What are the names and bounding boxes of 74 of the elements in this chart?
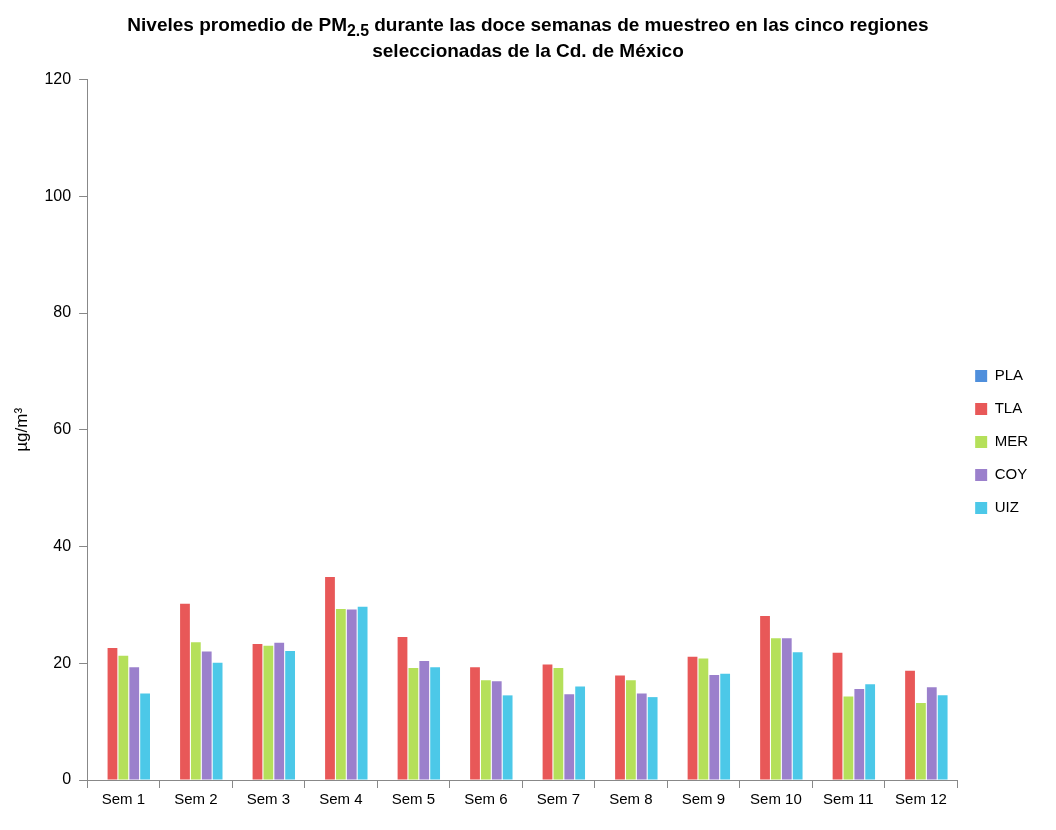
bar bbox=[263, 645, 274, 780]
bar bbox=[709, 674, 720, 780]
bar bbox=[564, 694, 575, 780]
bar bbox=[865, 684, 876, 780]
bar bbox=[792, 651, 803, 780]
bar bbox=[760, 615, 770, 780]
x-tick-label: Sem 1 bbox=[101, 789, 146, 807]
bar bbox=[408, 667, 419, 780]
legend-label: MER bbox=[994, 431, 1029, 449]
chart-title: Niveles promedio de PM$_{2.5}$ durante las doce semanas de muestreo en las cinco regiones seleccionadas de la Cd. de México bbox=[126, 13, 930, 62]
bar bbox=[201, 651, 212, 780]
y-tick-label: 80 bbox=[53, 303, 72, 321]
bar bbox=[854, 688, 865, 780]
x-tick-label: Sem 2 bbox=[174, 789, 218, 807]
bar bbox=[491, 681, 502, 780]
bar bbox=[687, 656, 698, 780]
x-tick-label: Sem 4 bbox=[319, 789, 363, 807]
x-tick-label: Sem 3 bbox=[246, 789, 291, 807]
y-tick-label: 120 bbox=[44, 69, 72, 87]
bar bbox=[636, 693, 647, 780]
bar bbox=[781, 637, 792, 780]
bar bbox=[107, 647, 118, 780]
bar bbox=[212, 662, 223, 780]
bar bbox=[553, 667, 564, 780]
bar bbox=[397, 636, 408, 780]
legend-label: UIZ bbox=[994, 497, 1019, 515]
bar bbox=[190, 642, 201, 780]
y-tick-label: 40 bbox=[53, 536, 72, 554]
bar bbox=[470, 667, 480, 780]
bar bbox=[771, 637, 781, 780]
x-tick-label: Sem 10 bbox=[750, 789, 802, 807]
bar bbox=[843, 696, 854, 780]
bar bbox=[937, 695, 948, 780]
bar bbox=[140, 693, 150, 780]
bar bbox=[252, 643, 263, 780]
bar bbox=[325, 576, 335, 780]
bar bbox=[346, 609, 357, 780]
x-tick-label: Sem 11 bbox=[823, 789, 874, 807]
bar bbox=[832, 652, 843, 780]
bar bbox=[615, 675, 625, 780]
bar bbox=[926, 686, 937, 780]
x-tick-label: Sem 12 bbox=[895, 789, 947, 807]
bar bbox=[285, 650, 296, 780]
bar bbox=[698, 658, 709, 780]
bar bbox=[419, 660, 430, 780]
bar bbox=[274, 642, 285, 780]
x-tick-label: Sem 8 bbox=[609, 789, 653, 807]
bar bbox=[480, 679, 491, 780]
y-axis-title: µg/m³ bbox=[11, 407, 31, 452]
legend-label: PLA bbox=[994, 365, 1024, 383]
y-tick-label: 0 bbox=[62, 770, 72, 788]
x-tick-label: Sem 7 bbox=[536, 789, 581, 807]
y-tick-label: 20 bbox=[53, 653, 72, 671]
bar bbox=[180, 603, 190, 780]
bar bbox=[575, 686, 586, 780]
bar bbox=[916, 702, 926, 780]
x-tick-label: Sem 5 bbox=[391, 789, 436, 807]
bar bbox=[647, 696, 658, 780]
bar bbox=[542, 664, 553, 780]
bar bbox=[626, 679, 636, 780]
legend-label: TLA bbox=[994, 398, 1023, 416]
bar bbox=[129, 667, 140, 780]
y-tick-label: 60 bbox=[53, 420, 72, 437]
x-tick-label: Sem 9 bbox=[681, 789, 726, 807]
bar bbox=[430, 667, 441, 780]
bar bbox=[905, 670, 915, 780]
x-tick-label: Sem 6 bbox=[464, 789, 508, 807]
bar bbox=[502, 695, 513, 780]
legend-label: COY bbox=[994, 464, 1028, 482]
bar bbox=[335, 608, 346, 780]
bar bbox=[118, 655, 129, 780]
bar bbox=[720, 673, 731, 780]
bar bbox=[357, 606, 368, 780]
y-tick-label: 100 bbox=[44, 186, 72, 204]
